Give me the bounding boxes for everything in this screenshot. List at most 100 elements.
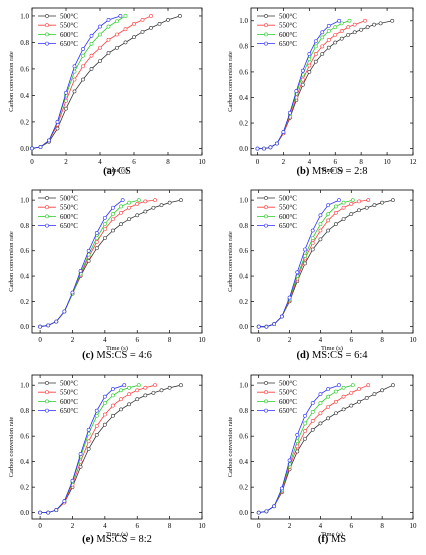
- x-tick-label: 6: [333, 158, 337, 166]
- y-axis-label: Carbon conversion rate: [227, 417, 234, 478]
- series-550c: [38, 198, 157, 329]
- series-650c: [38, 198, 125, 329]
- data-point: [372, 392, 377, 397]
- series-600c: [38, 198, 141, 329]
- legend-swatch-marker: [45, 196, 49, 200]
- data-point: [111, 228, 115, 233]
- series-line: [40, 199, 156, 328]
- data-point: [122, 383, 127, 388]
- data-point: [98, 32, 102, 37]
- legend-label: 550°C: [60, 389, 78, 397]
- legend-label: 500°C: [60, 380, 78, 388]
- data-point: [102, 215, 107, 220]
- data-point: [333, 222, 338, 227]
- data-point: [136, 198, 141, 203]
- data-point: [287, 110, 292, 115]
- data-point: [318, 228, 323, 233]
- legend-label: 600°C: [279, 31, 297, 39]
- data-point: [135, 202, 140, 206]
- y-tick-label: 0.0: [20, 323, 29, 331]
- data-point: [295, 439, 300, 444]
- data-point: [119, 204, 123, 209]
- y-tick-label: 0.4: [239, 458, 248, 466]
- data-point: [106, 37, 111, 42]
- data-point: [264, 509, 269, 514]
- y-tick-label: 0.0: [239, 509, 248, 517]
- y-tick-label: 0.6: [20, 65, 29, 73]
- legend-swatch-marker: [264, 408, 268, 413]
- legend-swatch-marker: [45, 23, 49, 28]
- data-point: [94, 408, 99, 413]
- y-tick-label: 0.6: [239, 433, 248, 441]
- series-500c: [30, 14, 182, 151]
- plot-frame: [31, 189, 203, 334]
- data-point: [326, 29, 331, 33]
- data-point: [132, 21, 136, 26]
- data-point: [281, 130, 286, 134]
- data-point: [318, 213, 323, 218]
- caption-tag: (b): [297, 166, 312, 177]
- legend-swatch-marker: [45, 41, 49, 46]
- data-point: [38, 145, 43, 149]
- x-tick-label: 6: [135, 336, 139, 344]
- data-point: [352, 30, 357, 35]
- chart-panel-4: 0 2 4 6 8 10 0.0 0.2 0.4 0.6 0.8 1.0 Time (s) Carbon …: [227, 189, 417, 361]
- data-point: [86, 248, 91, 253]
- x-tick-label: 8: [168, 336, 172, 344]
- data-point: [294, 89, 299, 93]
- legend-label: 550°C: [279, 204, 297, 212]
- data-point: [279, 314, 284, 319]
- legend-swatch-marker: [45, 214, 49, 219]
- data-point: [94, 231, 99, 235]
- data-point: [106, 18, 111, 22]
- data-point: [326, 45, 331, 50]
- data-point: [70, 290, 75, 295]
- data-point: [38, 510, 42, 515]
- y-tick-label: 0.2: [20, 484, 29, 492]
- y-axis-label: Carbon conversion rate: [227, 51, 234, 112]
- y-tick-label: 1.0: [20, 382, 29, 390]
- legend-label: 650°C: [279, 40, 297, 48]
- panel-caption: (c) MS:CS = 4:6: [82, 350, 152, 361]
- x-axis-label: Time (s): [321, 531, 343, 538]
- data-point: [295, 432, 300, 437]
- data-point: [102, 412, 107, 417]
- data-point: [349, 390, 354, 395]
- data-point: [310, 410, 315, 414]
- data-point: [326, 404, 331, 409]
- legend-swatch-marker: [264, 390, 268, 395]
- data-point: [143, 385, 148, 390]
- data-point: [268, 145, 273, 150]
- caption-tag: (f): [318, 534, 331, 545]
- caption-tag: (d): [297, 350, 312, 361]
- data-point: [310, 427, 315, 432]
- y-tick-label: 0.8: [239, 43, 248, 51]
- data-point: [279, 486, 284, 491]
- data-point: [365, 25, 370, 30]
- data-point: [310, 236, 315, 240]
- y-tick-label: 0.4: [239, 272, 248, 280]
- data-point: [346, 32, 351, 37]
- data-point: [119, 210, 123, 215]
- data-point: [89, 41, 94, 46]
- x-tick-label: 6: [350, 522, 354, 530]
- data-point: [111, 212, 115, 216]
- data-point: [143, 393, 148, 398]
- data-point: [143, 199, 148, 204]
- data-point: [364, 205, 369, 210]
- data-point: [303, 436, 307, 441]
- data-point: [89, 33, 94, 38]
- data-point: [127, 392, 132, 397]
- legend-label: 650°C: [60, 40, 78, 48]
- x-tick-label: 8: [166, 158, 170, 166]
- data-point: [326, 23, 331, 28]
- data-point: [320, 52, 325, 56]
- data-point: [102, 236, 107, 240]
- y-tick-label: 0.0: [20, 509, 29, 517]
- data-point: [120, 198, 125, 203]
- x-tick-label: 2: [288, 336, 292, 344]
- data-point: [287, 458, 292, 463]
- data-point: [333, 389, 338, 394]
- legend-label: 500°C: [279, 380, 297, 388]
